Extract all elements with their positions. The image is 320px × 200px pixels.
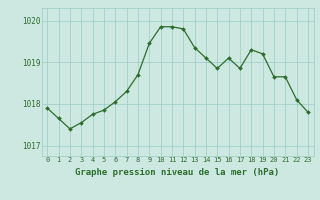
X-axis label: Graphe pression niveau de la mer (hPa): Graphe pression niveau de la mer (hPa): [76, 168, 280, 177]
